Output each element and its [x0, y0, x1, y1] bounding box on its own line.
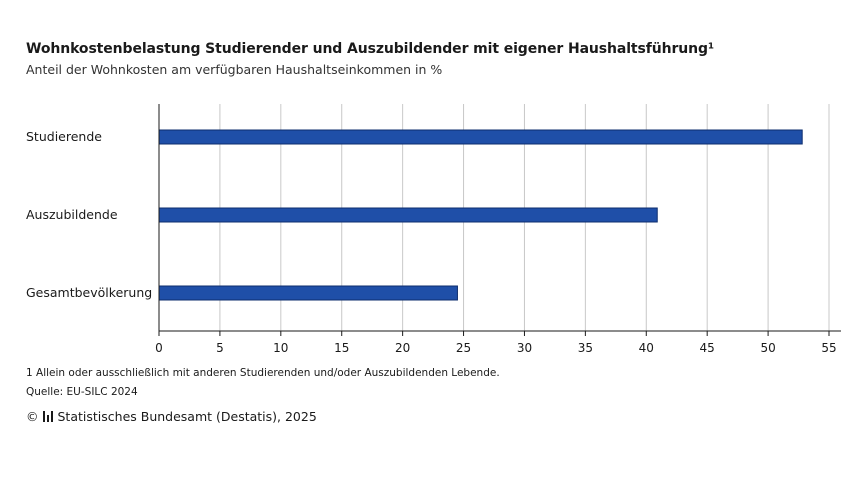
- x-tick-label: 50: [760, 341, 775, 355]
- category-label: Studierende: [26, 129, 102, 144]
- x-tick-label: 55: [821, 341, 836, 355]
- category-label: Gesamtbevölkerung: [26, 285, 152, 300]
- x-tick-label: 10: [273, 341, 288, 355]
- footnote: 1 Allein oder ausschließlich mit anderen…: [26, 367, 500, 379]
- bar: [158, 129, 803, 145]
- x-tick-label: 5: [216, 341, 224, 355]
- x-tick-label: 25: [456, 341, 471, 355]
- chart-title: Wohnkostenbelastung Studierender und Aus…: [26, 41, 714, 57]
- chart-subtitle: Anteil der Wohnkosten am verfügbaren Hau…: [26, 62, 443, 77]
- bar-chart: Studierende Auszubildende Gesamtbevölkerun…: [26, 104, 841, 355]
- x-tick-label: 20: [395, 341, 410, 355]
- x-tick-label: 35: [578, 341, 593, 355]
- copyright-line: © Statistisches Bundesamt (Destatis), 20…: [26, 409, 317, 424]
- source-note: Quelle: EU-SILC 2024: [26, 386, 138, 398]
- bar: [158, 285, 458, 301]
- x-tick-label: 30: [517, 341, 532, 355]
- bar: [158, 207, 658, 223]
- destatis-logo-icon: [42, 411, 54, 422]
- x-tick-label: 15: [334, 341, 349, 355]
- copyright-text: Statistisches Bundesamt (Destatis), 2025: [57, 409, 317, 424]
- x-tick-label: 45: [700, 341, 715, 355]
- x-tick-label: 40: [639, 341, 654, 355]
- category-label: Auszubildende: [26, 207, 118, 222]
- x-tick-label: 0: [155, 341, 163, 355]
- copyright-symbol: ©: [26, 409, 39, 424]
